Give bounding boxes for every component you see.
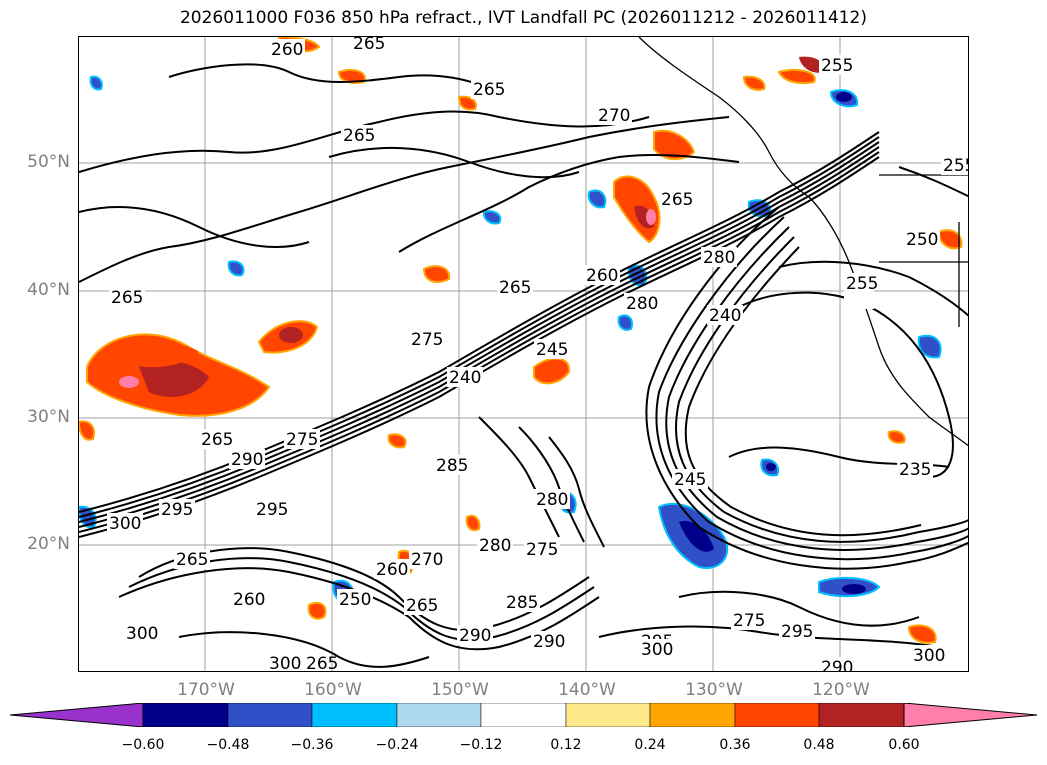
contour-label: 255 (846, 274, 878, 294)
lat-label-30n: 30°N (27, 407, 70, 427)
colorbar-tick: 0.24 (634, 737, 666, 753)
colorbar-tick: −0.48 (206, 737, 250, 753)
lon-label-130w: 130°W (685, 680, 743, 700)
contour-label: 285 (436, 456, 468, 476)
anomaly-fill-patches (79, 37, 963, 644)
colorbar-tick: 0.48 (803, 737, 835, 753)
contour-label: 275 (411, 330, 443, 350)
contour-label: 300 (641, 640, 673, 660)
contour-label: 275 (286, 430, 318, 450)
contour-label: 290 (533, 632, 565, 652)
colorbar-bin (311, 702, 398, 728)
coastline (638, 37, 968, 447)
colorbar-tick: −0.60 (121, 737, 165, 753)
contour-label: 285 (506, 593, 538, 613)
map-title: 2026011000 F036 850 hPa refract., IVT La… (179, 8, 867, 28)
lon-label-120w: 120°W (812, 680, 870, 700)
contour-label: 245 (536, 340, 568, 360)
colorbar-tick: −0.24 (375, 737, 419, 753)
colorbar-tick: 0.12 (550, 737, 582, 753)
lon-label-140w: 140°W (558, 680, 616, 700)
contour-label: 295 (161, 500, 193, 520)
contour-label: 270 (598, 106, 630, 126)
contour-label: 280 (479, 536, 511, 556)
contour-label: 265 (201, 430, 233, 450)
gridlines (79, 37, 968, 671)
lon-label-160w: 160°W (304, 680, 362, 700)
colorbar (9, 702, 1038, 728)
contour-label: 265 (406, 596, 438, 616)
contour-label: 290 (821, 658, 853, 672)
colorbar-bin (396, 702, 482, 728)
colorbar-extend-low (9, 702, 144, 728)
contour-label: 250 (906, 230, 938, 250)
contour-label: 250 (339, 590, 371, 610)
contour-label: 255 (943, 156, 969, 176)
contour-label: 265 (111, 288, 143, 308)
colorbar-canvas (9, 702, 1038, 728)
contour-label: 260 (586, 266, 618, 286)
colorbar-bin (480, 702, 567, 728)
contour-label: 290 (459, 626, 491, 646)
contour-label: 295 (256, 500, 288, 520)
contour-lines (79, 63, 968, 668)
colorbar-bin (142, 702, 229, 728)
lat-label-40n: 40°N (27, 280, 70, 300)
colorbar-extend-high (903, 702, 1038, 728)
contour-label: 280 (703, 248, 735, 268)
contour-label: 300 (913, 646, 945, 666)
lat-label-20n: 20°N (27, 534, 70, 554)
colorbar-bin (227, 702, 313, 728)
contour-label: 235 (899, 460, 931, 480)
contour-label: 275 (526, 540, 558, 560)
contour-label: 265 (353, 37, 385, 54)
contour-label: 265 (661, 190, 693, 210)
contour-label: 270 (411, 550, 443, 570)
contour-label: 290 (231, 450, 263, 470)
contour-label: 240 (449, 368, 481, 388)
contour-label: 260 (376, 560, 408, 580)
contour-label: 240 (709, 306, 741, 326)
contour-label: 280 (536, 490, 568, 510)
contour-labels: 260 265 255 265 270 265 265 250 255 265 … (107, 37, 969, 672)
lon-label-170w: 170°W (177, 680, 235, 700)
colorbar-tick: 0.60 (888, 737, 920, 753)
lon-label-150w: 150°W (431, 680, 489, 700)
contour-label: 275 (733, 611, 765, 631)
colorbar-bin (734, 702, 820, 728)
contour-label: 295 (781, 622, 813, 642)
colorbar-bin (565, 702, 651, 728)
contour-label: 260 (271, 40, 303, 60)
map-panel: 260 265 255 265 270 265 265 250 255 265 … (78, 36, 969, 672)
colorbar-tick: −0.36 (290, 737, 334, 753)
colorbar-bin (818, 702, 905, 728)
contour-label: 300 (109, 514, 141, 534)
contour-label: 265 (499, 278, 531, 298)
contour-label: 260 (233, 590, 265, 610)
contour-label: 265 (306, 654, 338, 672)
map-canvas: 260 265 255 265 270 265 265 250 255 265 … (79, 37, 969, 672)
contour-label: 255 (821, 56, 853, 76)
contour-label: 265 (343, 126, 375, 146)
contour-label: 300 (126, 624, 158, 644)
contour-label: 265 (473, 80, 505, 100)
colorbar-tick: −0.12 (459, 737, 503, 753)
colorbar-bin (649, 702, 736, 728)
lat-label-50n: 50°N (27, 152, 70, 172)
contour-label: 245 (674, 470, 706, 490)
contour-label: 280 (626, 294, 658, 314)
colorbar-tick: 0.36 (719, 737, 751, 753)
contour-label: 300 (269, 654, 301, 672)
contour-label: 265 (176, 550, 208, 570)
